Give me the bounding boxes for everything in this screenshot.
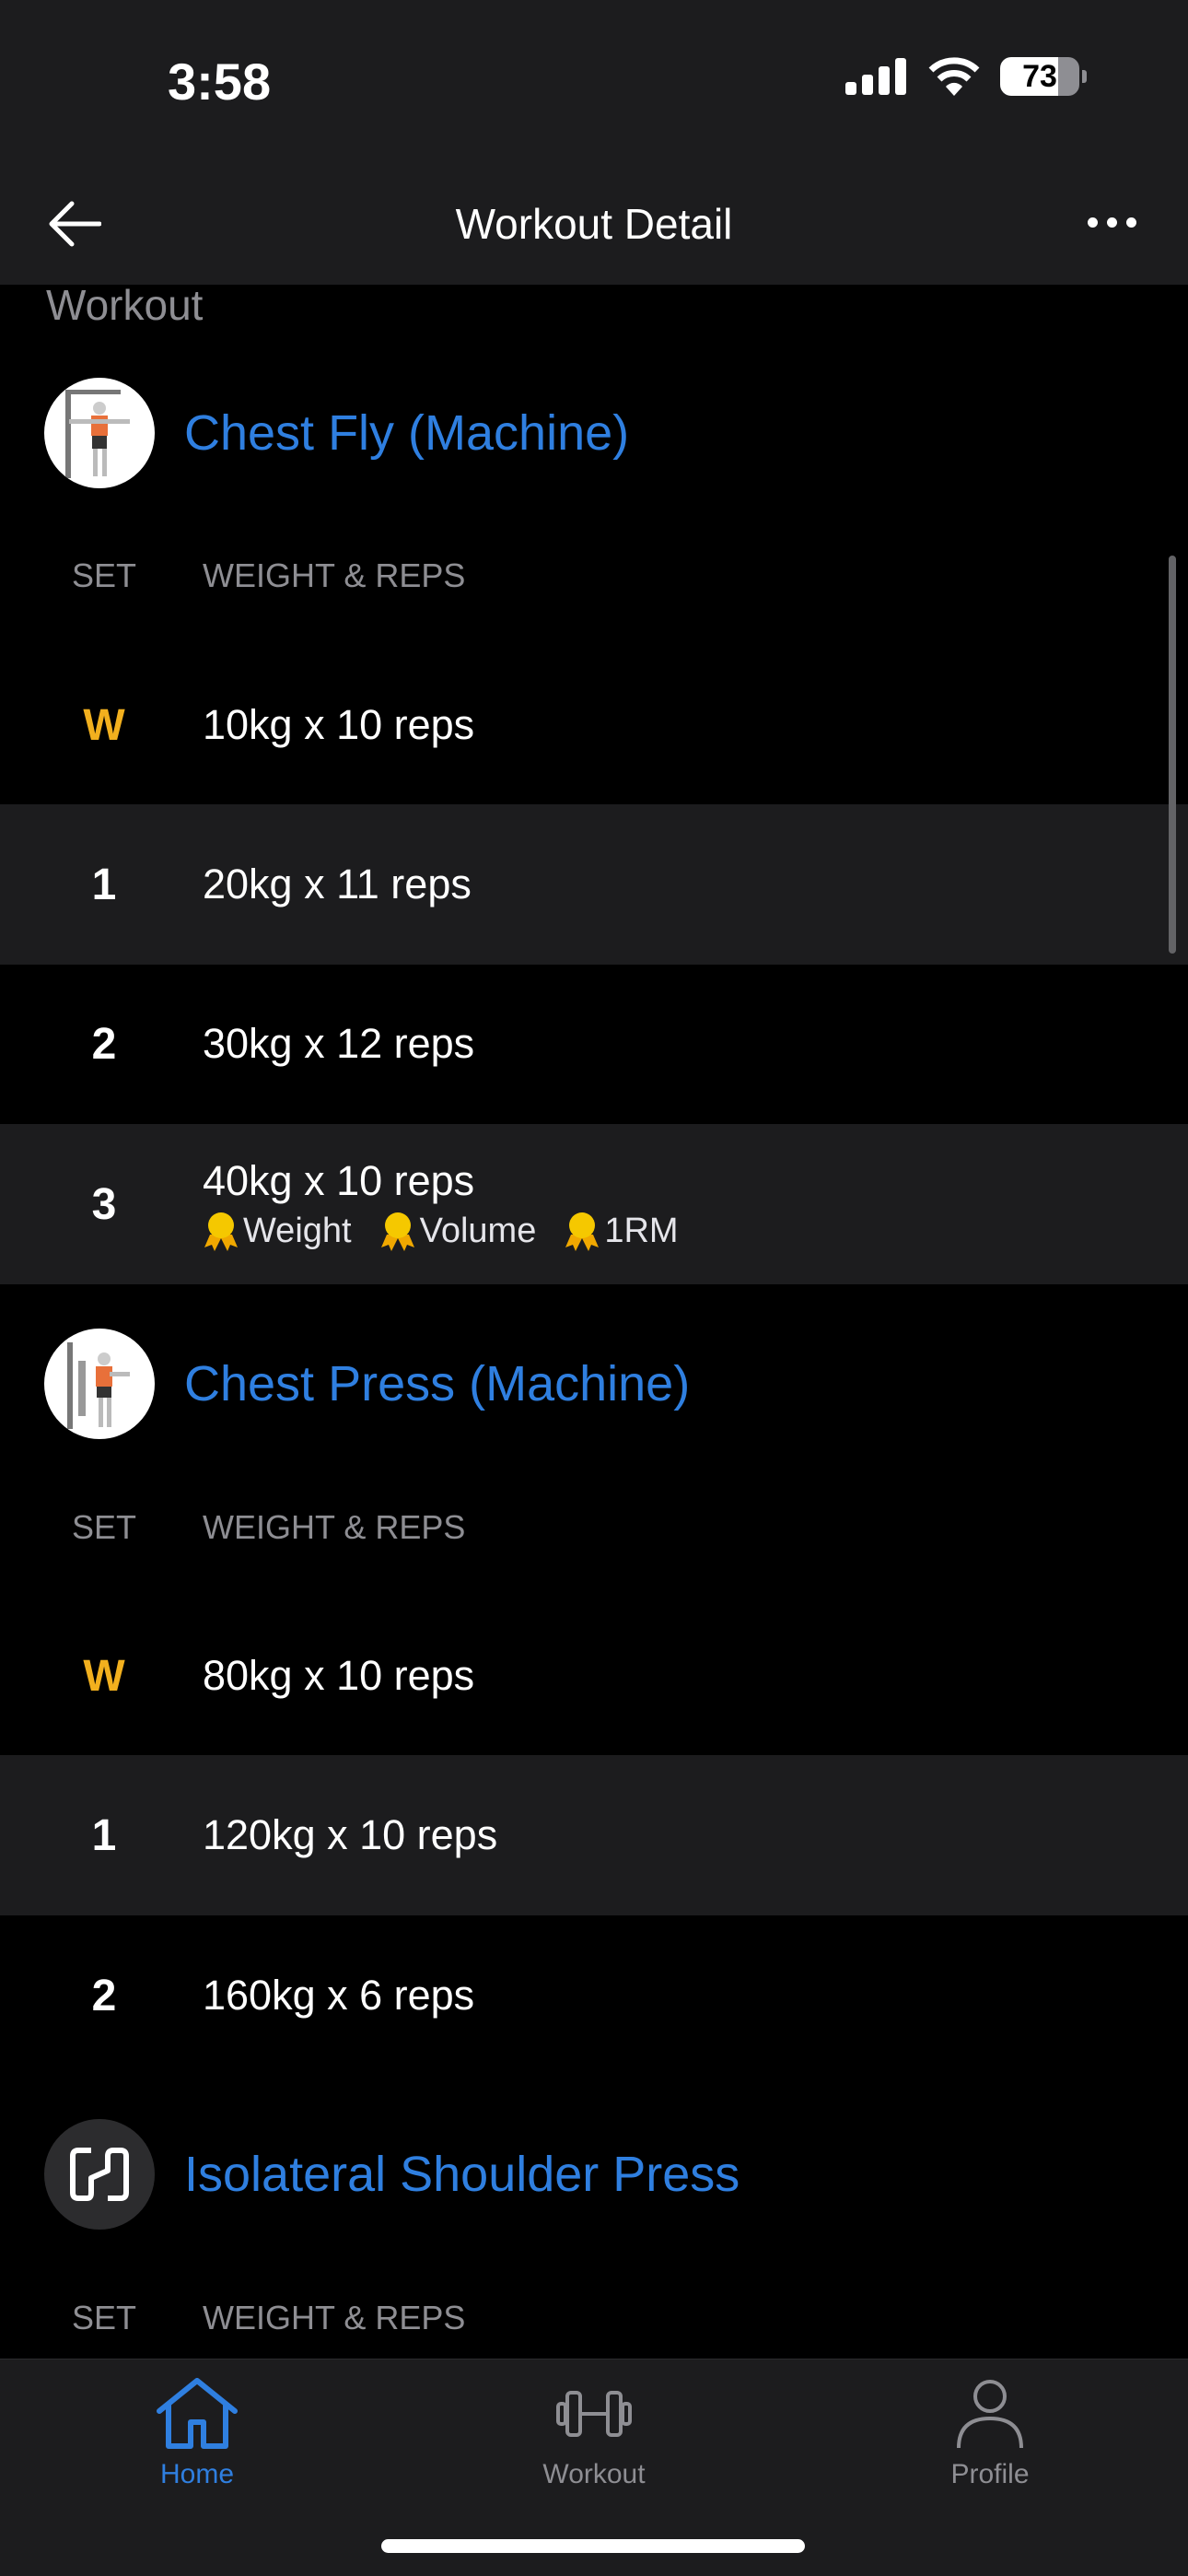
section-label: Workout <box>46 281 204 329</box>
set-row: 1 20kg x 11 reps <box>0 804 1188 965</box>
set-number: W <box>83 1651 125 1701</box>
exercise-thumbnail <box>44 378 155 488</box>
set-number: 2 <box>91 1971 117 2020</box>
chest-fly-machine-icon <box>65 390 130 478</box>
back-arrow-icon[interactable] <box>48 201 101 247</box>
set-weight-reps: 10kg x 10 reps <box>203 701 475 748</box>
scrollbar[interactable] <box>1169 556 1176 954</box>
set-row: W 10kg x 10 reps <box>0 645 1188 805</box>
set-number: 3 <box>91 1179 117 1229</box>
medal-icon <box>565 1212 600 1251</box>
weight-reps-column-header: WEIGHT & REPS <box>203 1508 466 1546</box>
set-number: 2 <box>91 1019 117 1069</box>
set-weight-reps: 120kg x 10 reps <box>203 1811 498 1858</box>
page-title: Workout Detail <box>455 200 733 248</box>
set-row: 3 40kg x 10 reps Weight Volume 1RM <box>0 1124 1188 1284</box>
status-time: 3:58 <box>168 53 272 111</box>
record-badge: 1RM <box>564 1211 679 1251</box>
home-indicator[interactable] <box>381 2539 805 2553</box>
set-row: 2 160kg x 6 reps <box>0 1915 1188 2076</box>
exercise-title[interactable]: Chest Press (Machine) <box>184 1356 691 1411</box>
status-icons: 73 <box>845 57 1087 96</box>
tab-profile[interactable]: Profile <box>879 2378 1101 2490</box>
battery-indicator: 73 <box>1000 57 1087 96</box>
exercise-thumbnail <box>44 1329 155 1439</box>
exercise-title[interactable]: Chest Fly (Machine) <box>184 405 630 461</box>
tab-home[interactable]: Home <box>87 2378 308 2490</box>
exercise-header[interactable]: Chest Fly (Machine) <box>0 378 1188 488</box>
exercise-header[interactable]: Isolateral Shoulder Press <box>0 2119 1188 2230</box>
chest-press-machine-icon <box>67 1342 130 1429</box>
tab-label: Home <box>159 2459 235 2489</box>
set-weight-reps: 20kg x 11 reps <box>203 861 472 907</box>
tab-workout[interactable]: Workout <box>483 2378 705 2490</box>
set-column-header: SET <box>72 2299 137 2336</box>
record-badge: Weight <box>203 1211 352 1251</box>
tab-label: Profile <box>950 2459 1030 2489</box>
set-number: 1 <box>91 860 117 909</box>
set-weight-reps: 30kg x 12 reps <box>203 1020 475 1067</box>
exercise-header[interactable]: Chest Press (Machine) <box>0 1329 1188 1439</box>
medal-icon <box>380 1212 414 1251</box>
record-badge: Volume <box>379 1211 536 1251</box>
signal-icon <box>845 58 906 95</box>
exercise-thumbnail <box>44 2119 155 2230</box>
set-number: 1 <box>91 1810 117 1860</box>
set-row: 1 120kg x 10 reps <box>0 1755 1188 1915</box>
more-options-icon[interactable] <box>1088 217 1136 228</box>
tab-label: Workout <box>542 2459 646 2489</box>
weight-reps-column-header: WEIGHT & REPS <box>203 2299 466 2336</box>
set-weight-reps: 40kg x 10 reps <box>203 1157 475 1204</box>
set-weight-reps: 160kg x 6 reps <box>203 1972 475 2019</box>
home-icon <box>157 2378 238 2449</box>
exercise-title[interactable]: Isolateral Shoulder Press <box>184 2147 740 2202</box>
person-icon <box>957 2380 1023 2449</box>
set-column-header: SET <box>72 1508 137 1546</box>
set-weight-reps: 80kg x 10 reps <box>203 1652 475 1699</box>
dumbbell-icon <box>556 2391 632 2437</box>
weight-reps-column-header: WEIGHT & REPS <box>203 556 466 594</box>
set-number: W <box>83 700 125 750</box>
medal-icon <box>204 1212 238 1251</box>
set-row: W 80kg x 10 reps <box>0 1596 1188 1756</box>
set-column-header: SET <box>72 556 137 594</box>
top-bar: 3:58 73 Workout Detail <box>0 0 1188 285</box>
personal-records: Weight Volume 1RM <box>203 1211 679 1251</box>
app-logo-icon <box>70 2148 129 2201</box>
set-row: 2 30kg x 12 reps <box>0 964 1188 1124</box>
wifi-icon <box>928 57 980 96</box>
